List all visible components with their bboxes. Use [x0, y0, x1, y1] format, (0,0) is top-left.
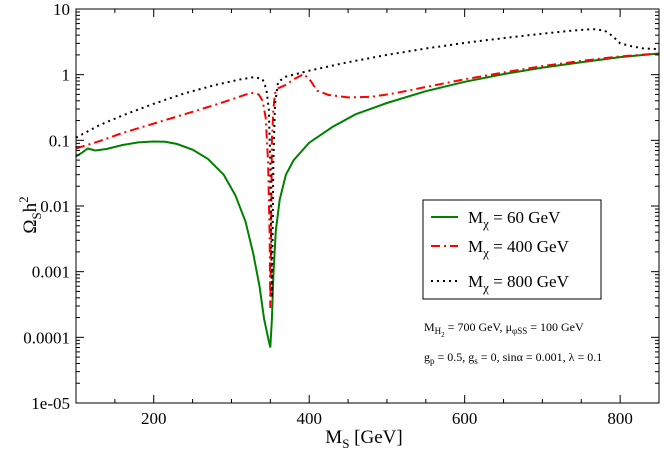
x-tick-label: 200 [141, 409, 167, 428]
series-layer [75, 28, 660, 348]
x-tick-label: 600 [452, 409, 478, 428]
y-tick-label: 0.01 [40, 197, 70, 216]
x-tick-label: 800 [607, 409, 633, 428]
series-line-0 [75, 52, 660, 348]
y-label-sub: S [29, 212, 44, 219]
legend-label-800gev: Mχ = 800 GeV [468, 272, 570, 295]
ticks-layer: 200 400 600 800 10 1 0.1 0.01 0.001 0.0001 1e-05 [23, 0, 660, 428]
y-label-sup: 2 [16, 196, 31, 203]
x-tick-label: 400 [296, 409, 322, 428]
x-axis-label: MS [GeV] [325, 427, 402, 450]
annotation-mass-coupling: MH2 = 700 GeV, μφSS = 100 GeV [424, 320, 584, 339]
legend: Mχ = 60 GeV Mχ = 400 GeV Mχ = 800 GeV [422, 199, 602, 300]
x-label-sub: S [342, 436, 349, 450]
x-label-main: M [325, 427, 342, 448]
y-tick-label: 0.0001 [23, 328, 70, 347]
x-label-unit: [GeV] [349, 427, 402, 448]
y-label-main: Ω [20, 220, 41, 234]
y-label-rest: h [20, 202, 41, 212]
series-line-1 [75, 52, 660, 309]
annotation-couplings: gp = 0.5, gs = 0, sinα = 0.001, λ = 0.1 [424, 350, 602, 366]
y-tick-label: 1e-05 [31, 394, 70, 413]
y-tick-label: 0.001 [32, 263, 70, 282]
y-tick-label: 1 [62, 66, 71, 85]
y-tick-label: 10 [53, 0, 70, 19]
y-axis-label: ΩSh2 [16, 196, 44, 233]
legend-label-60gev: Mχ = 60 GeV [468, 208, 561, 231]
legend-label-400gev: Mχ = 400 GeV [468, 237, 570, 260]
y-tick-label: 0.1 [49, 131, 70, 150]
